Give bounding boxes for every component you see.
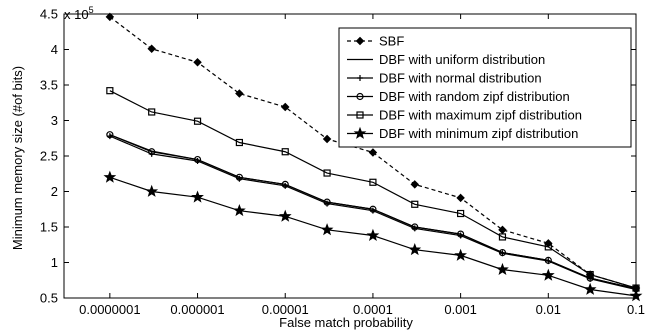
legend-label: DBF with uniform distribution: [379, 52, 545, 67]
legend-item: DBF with random zipf distribution: [347, 89, 570, 104]
x-tick-label: 0.0000001: [79, 302, 140, 317]
data-point: [323, 169, 331, 177]
legend-marker: [355, 36, 365, 46]
x-tick-label: 0.0001: [353, 302, 393, 317]
data-point: [457, 230, 465, 238]
data-point: [322, 134, 332, 144]
y-axis: 0.5 1 1.5 2 2.5 3 3.5 4 4.5: [40, 7, 636, 306]
y-tick-label: 3.5: [40, 78, 58, 93]
y-tick-label: 4: [51, 42, 58, 57]
data-point: [498, 248, 507, 257]
data-point: [544, 243, 552, 251]
data-point: [368, 148, 378, 157]
data-point: [235, 173, 243, 181]
data-point: [233, 203, 246, 217]
data-point: [280, 102, 290, 112]
data-point: [193, 58, 202, 67]
data-point: [544, 256, 552, 264]
data-point: [323, 198, 331, 206]
data-point: [541, 268, 555, 281]
legend-label: SBF: [379, 34, 404, 49]
legend-label: DBF with minimum zipf distribution: [379, 126, 578, 141]
x-tick-label: 0.000001: [170, 302, 224, 317]
data-point: [148, 148, 156, 156]
data-point: [498, 233, 507, 241]
y-tick-label: 1.5: [40, 220, 58, 235]
data-point: [278, 209, 292, 222]
x-tick-label: 0.1: [627, 302, 645, 317]
legend-label: DBF with normal distribution: [379, 71, 542, 86]
y-tick-label: 1: [51, 255, 58, 270]
legend-box: [338, 27, 632, 148]
data-point: [281, 180, 289, 188]
y-axis-multiplier-base: x 10: [64, 7, 89, 22]
x-axis-title: False match probability: [279, 315, 413, 330]
data-point: [235, 89, 244, 98]
y-axis-multiplier: x 105: [64, 5, 94, 22]
y-tick-label: 2: [51, 184, 58, 199]
y-axis-title: Minimum memory size (#of bits): [10, 66, 25, 250]
data-point: [103, 170, 117, 183]
data-point: [586, 270, 594, 279]
data-point: [366, 228, 380, 241]
data-point: [106, 131, 114, 139]
data-point: [496, 262, 509, 276]
data-point: [320, 223, 334, 236]
data-point: [411, 223, 419, 231]
y-tick-label: 3: [51, 113, 58, 128]
legend-label: DBF with random zipf distribution: [379, 89, 570, 104]
y-axis-multiplier-exponent: 5: [89, 5, 94, 15]
data-point: [498, 225, 507, 235]
y-tick-label: 0.5: [40, 291, 58, 306]
data-point: [191, 190, 204, 203]
data-point: [411, 200, 419, 208]
data-point: [281, 148, 289, 156]
series-line: [109, 134, 637, 290]
y-tick-label: 4.5: [40, 7, 58, 22]
data-point: [147, 44, 156, 54]
x-tick-label: 0.01: [536, 302, 561, 317]
data-point: [457, 209, 465, 218]
data-point: [369, 178, 377, 186]
data-point: [410, 180, 420, 189]
legend-marker: [356, 111, 364, 119]
legend-item: DBF with normal distribution: [347, 71, 542, 86]
data-point: [105, 12, 115, 22]
legend-item: DBF with minimum zipf distribution: [347, 126, 578, 141]
data-point: [235, 138, 243, 147]
x-tick-label: 0.00001: [262, 302, 309, 317]
data-point: [583, 282, 597, 295]
series-5: [106, 87, 640, 292]
series-line: [109, 90, 637, 289]
x-tick-label: 0.001: [444, 302, 477, 317]
legend: SBF DBF with uniform distribution DBF with…: [338, 27, 632, 148]
series-6: [103, 170, 643, 302]
data-point: [456, 193, 465, 203]
data-point: [629, 289, 643, 302]
data-point: [454, 248, 467, 261]
legend-marker: [356, 92, 364, 101]
data-point: [408, 243, 422, 256]
data-point: [369, 205, 377, 213]
data-point: [106, 87, 114, 95]
data-point: [193, 155, 202, 164]
y-tick-label: 2.5: [40, 149, 58, 164]
data-point: [145, 184, 159, 197]
legend-marker: [357, 75, 363, 81]
legend-item: SBF: [347, 34, 404, 49]
legend-label: DBF with maximum zipf distribution: [379, 108, 582, 123]
data-point: [193, 117, 202, 125]
legend-item: DBF with uniform distribution: [347, 52, 545, 67]
legend-item: DBF with maximum zipf distribution: [347, 108, 582, 123]
x-axis: 0.0000001 0.000001 0.00001 0.0001 0.001 0.01 0…: [79, 14, 645, 317]
data-point: [148, 108, 156, 116]
legend-marker: [353, 126, 367, 139]
series-layer: [103, 12, 643, 302]
